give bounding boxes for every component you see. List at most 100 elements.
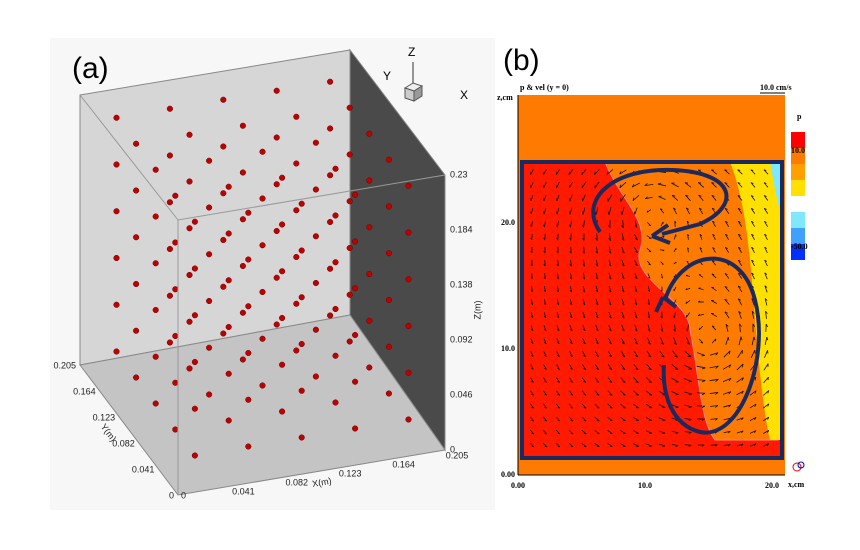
vector-head <box>661 276 663 279</box>
vector <box>581 416 587 422</box>
sensor-point <box>186 365 193 372</box>
vector <box>764 221 768 227</box>
vector <box>555 169 561 175</box>
vector <box>568 429 574 435</box>
x-tick-label: 0.164 <box>392 459 415 469</box>
vector-head <box>621 316 625 319</box>
vector <box>569 311 573 319</box>
vector <box>737 285 743 293</box>
vector-head <box>763 182 767 184</box>
vector <box>737 221 743 227</box>
vector <box>710 418 718 420</box>
vector-head <box>737 285 741 288</box>
vector <box>671 182 679 188</box>
vector <box>674 311 676 319</box>
vector <box>697 182 705 188</box>
vector <box>556 207 560 215</box>
vector-head <box>634 225 638 228</box>
sensor-point <box>405 276 412 283</box>
vector <box>569 285 573 293</box>
vector <box>736 443 744 447</box>
vector <box>594 403 600 409</box>
vector-head <box>675 445 679 447</box>
vector <box>569 298 573 306</box>
vector <box>709 352 719 356</box>
sensor-point <box>113 208 120 215</box>
x-tick-label: 10.0 <box>638 481 652 490</box>
vector-head <box>673 342 677 345</box>
vector-head <box>725 323 729 327</box>
vector <box>762 403 770 409</box>
vector <box>569 194 573 202</box>
legend-swatch <box>791 212 805 228</box>
vector-head <box>570 407 574 409</box>
vector-head <box>765 323 768 328</box>
vector <box>530 207 534 215</box>
vector <box>709 392 719 394</box>
vector-head <box>699 233 703 237</box>
vector-head <box>711 325 715 328</box>
vector-head <box>674 368 679 370</box>
sensor-point <box>273 321 280 328</box>
vector <box>765 311 767 319</box>
vector <box>543 403 547 409</box>
sensor-point <box>259 242 266 249</box>
vector <box>543 207 547 215</box>
vector <box>569 351 573 357</box>
vector-head <box>583 394 587 396</box>
vector <box>620 430 626 434</box>
vector-head <box>751 246 754 249</box>
sensor-point <box>206 344 213 351</box>
vector-head <box>699 247 702 250</box>
vector <box>722 391 732 395</box>
vector-head <box>582 263 585 267</box>
vector <box>738 336 742 346</box>
sensor-point <box>405 369 412 376</box>
vector <box>696 379 706 381</box>
vector-head <box>596 394 600 396</box>
vector <box>750 349 756 359</box>
vector <box>568 390 574 396</box>
vector <box>582 351 586 357</box>
vector <box>608 298 612 306</box>
vector <box>633 443 639 447</box>
vector-head <box>631 183 635 188</box>
vector <box>671 443 679 447</box>
sensor-point <box>366 130 373 137</box>
vector-head <box>531 445 534 448</box>
vector-head <box>556 224 558 228</box>
vector-head <box>583 355 586 358</box>
vector-head <box>635 238 638 241</box>
vector-head <box>622 368 626 371</box>
vector <box>674 324 676 332</box>
vector-head <box>608 316 612 319</box>
y-tick-label: 0.041 <box>132 464 155 474</box>
vector-head <box>570 394 573 396</box>
vector <box>751 298 755 306</box>
vector <box>671 195 679 201</box>
vector <box>583 246 585 254</box>
vector-head <box>633 211 636 215</box>
sensor-point <box>298 340 305 348</box>
vector <box>646 248 652 252</box>
vector <box>736 377 744 383</box>
sensor-point <box>220 236 227 244</box>
vector <box>764 246 768 254</box>
field-cyan <box>770 162 781 215</box>
vector <box>722 377 732 383</box>
vector <box>542 429 548 435</box>
vector-head <box>582 329 586 332</box>
vector-head <box>739 323 742 327</box>
sensor-point <box>352 285 359 292</box>
sensor-point <box>152 353 159 360</box>
x-axis-title: x,cm <box>788 480 805 489</box>
vector <box>724 169 730 175</box>
vector <box>737 349 743 359</box>
vector-head <box>687 234 690 237</box>
legend-swatch <box>791 180 805 196</box>
vector-head <box>570 432 574 435</box>
sensor-point <box>312 186 319 193</box>
vector-head <box>557 406 560 409</box>
vector-head <box>594 211 597 215</box>
vector-head <box>582 224 584 228</box>
